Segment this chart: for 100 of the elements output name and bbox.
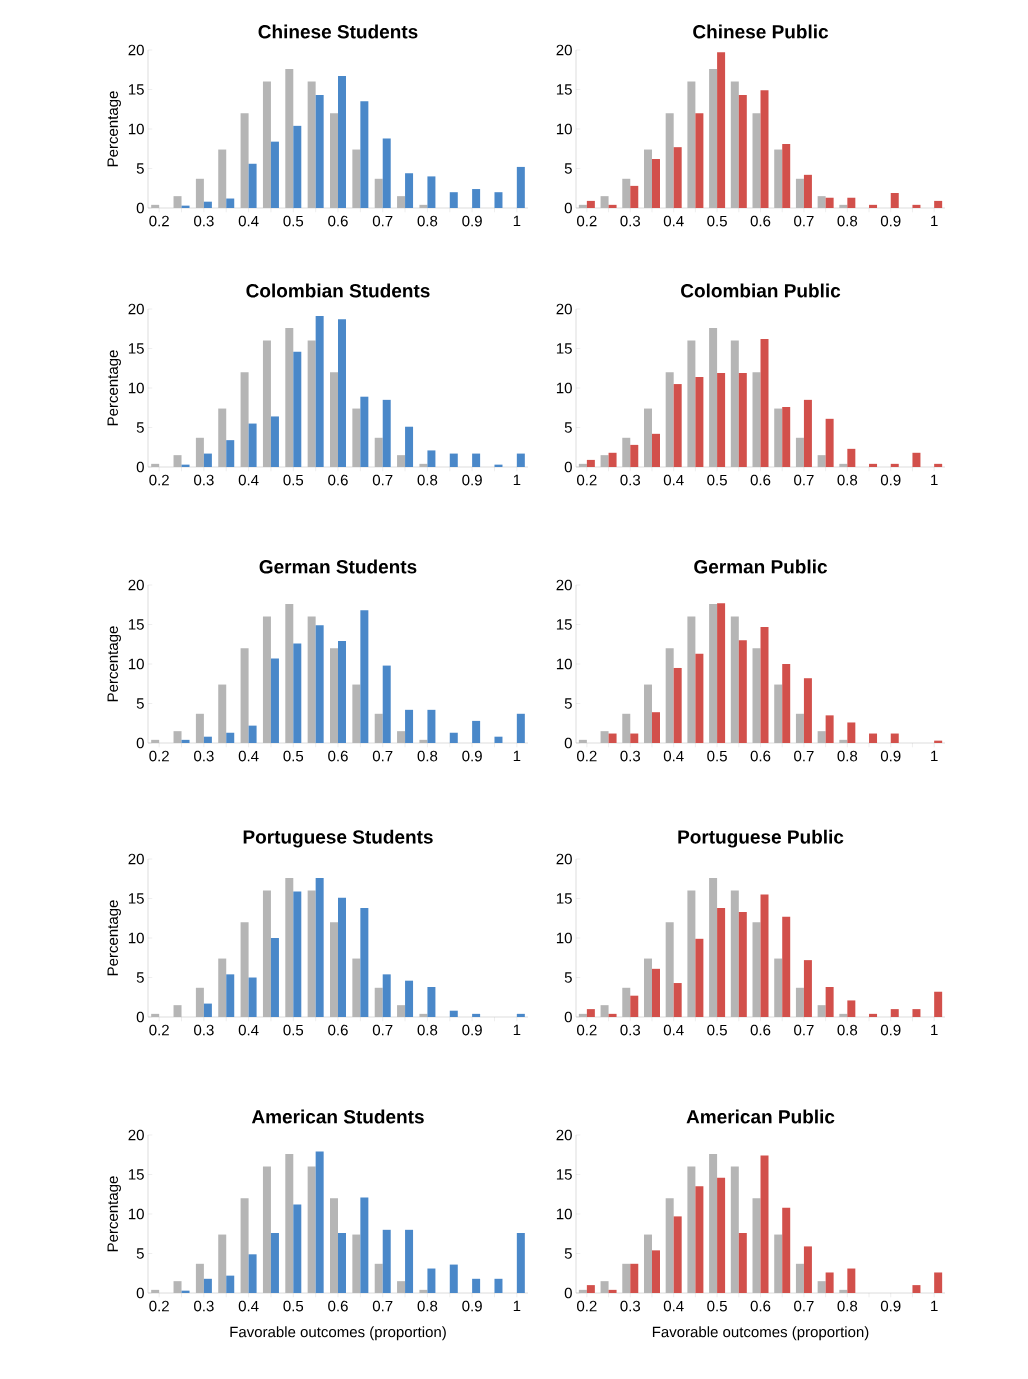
bar — [934, 463, 943, 468]
bar — [665, 648, 674, 744]
bar — [738, 95, 747, 208]
bar — [608, 733, 617, 744]
bar — [795, 437, 804, 468]
bar — [803, 678, 812, 744]
y-tick-label: 5 — [564, 972, 572, 983]
bar — [307, 1166, 316, 1294]
bar — [338, 897, 346, 1018]
y-tick-label: 0 — [564, 461, 572, 473]
y-tick-label: 20 — [128, 579, 144, 591]
x-tick-label: 0.2 — [149, 1024, 169, 1036]
x-tick-label: 0.4 — [663, 1300, 684, 1312]
bar — [352, 149, 361, 208]
chart-title: German Students — [259, 559, 417, 574]
bar — [203, 453, 212, 468]
x-tick-label: 0.2 — [149, 750, 169, 762]
bar — [405, 1229, 414, 1294]
bar — [869, 733, 878, 744]
y-tick-label: 20 — [556, 44, 572, 56]
bar — [270, 658, 279, 744]
bar — [330, 1198, 338, 1294]
bar — [687, 340, 696, 468]
bar — [181, 739, 190, 744]
bar — [397, 731, 406, 744]
y-tick-label: 0 — [564, 202, 572, 214]
bar — [803, 1246, 812, 1294]
bar — [472, 720, 481, 744]
bar — [315, 625, 324, 744]
bar — [608, 1289, 617, 1294]
bar — [472, 1013, 481, 1018]
bar — [730, 1166, 739, 1294]
bar — [600, 455, 609, 468]
x-tick-label: 0.9 — [462, 1300, 482, 1312]
bar — [285, 327, 294, 468]
bar — [912, 1009, 921, 1018]
bar — [752, 1198, 761, 1294]
x-tick-label: 0.7 — [372, 474, 393, 486]
x-tick-label: 0.9 — [880, 474, 901, 486]
x-tick-label: 0.2 — [577, 1300, 597, 1312]
x-tick-label: 1 — [931, 1300, 938, 1312]
bar — [248, 977, 257, 1018]
bar — [397, 1005, 406, 1018]
x-tick-label: 0.7 — [794, 750, 814, 762]
bar — [803, 174, 812, 208]
bar — [622, 987, 631, 1018]
x-tick-label: 0.4 — [663, 215, 684, 227]
bar — [352, 1234, 361, 1294]
bar — [709, 1153, 718, 1294]
chart-title: American Public — [686, 1109, 835, 1124]
bar — [665, 922, 674, 1018]
y-tick-label: 15 — [128, 893, 144, 904]
bar — [307, 81, 316, 208]
bar — [285, 603, 294, 744]
bar — [738, 911, 747, 1018]
x-tick-label: 0.5 — [707, 215, 727, 227]
bar — [847, 197, 856, 208]
bar — [382, 138, 391, 208]
x-tick-label: 0.6 — [328, 1300, 348, 1312]
bar — [382, 399, 391, 468]
bar — [673, 1216, 682, 1294]
bar — [360, 396, 369, 468]
y-tick-label: 15 — [556, 84, 572, 95]
x-tick-label: 0.8 — [837, 474, 858, 486]
bar — [600, 1005, 609, 1018]
bar — [338, 319, 346, 468]
x-tick-label: 0.2 — [577, 215, 597, 227]
y-tick-label: 20 — [556, 1129, 572, 1141]
bar — [151, 1013, 160, 1018]
bar — [449, 453, 458, 468]
bar — [307, 890, 316, 1018]
bar — [774, 408, 783, 468]
bar — [374, 987, 383, 1018]
x-tick-label: 0.5 — [283, 215, 304, 227]
y-tick-label: 0 — [136, 1287, 144, 1299]
bar — [795, 987, 804, 1018]
bar — [195, 713, 204, 744]
bar — [817, 196, 826, 208]
x-tick-label: 0.9 — [880, 750, 901, 762]
bar — [630, 444, 639, 468]
y-tick-label: 15 — [128, 619, 144, 630]
x-tick-label: 0.7 — [794, 1024, 814, 1036]
bar — [262, 81, 271, 208]
x-tick-label: 0.3 — [620, 1024, 641, 1036]
bar — [839, 739, 848, 744]
x-tick-label: 0.7 — [794, 215, 814, 227]
y-tick-label: 10 — [556, 1208, 572, 1220]
x-tick-label: 1 — [931, 474, 938, 486]
bar — [226, 732, 235, 744]
x-tick-label: 0.4 — [238, 750, 259, 762]
bar — [687, 890, 696, 1018]
bar — [218, 1234, 227, 1294]
bar — [839, 204, 848, 208]
bar — [608, 452, 617, 468]
bar — [449, 1010, 458, 1018]
chart-title: American Students — [251, 1109, 424, 1124]
bar — [673, 384, 682, 468]
x-tick-label: 0.7 — [794, 1300, 814, 1312]
x-tick-label: 0.5 — [283, 1300, 304, 1312]
bar — [315, 877, 324, 1018]
